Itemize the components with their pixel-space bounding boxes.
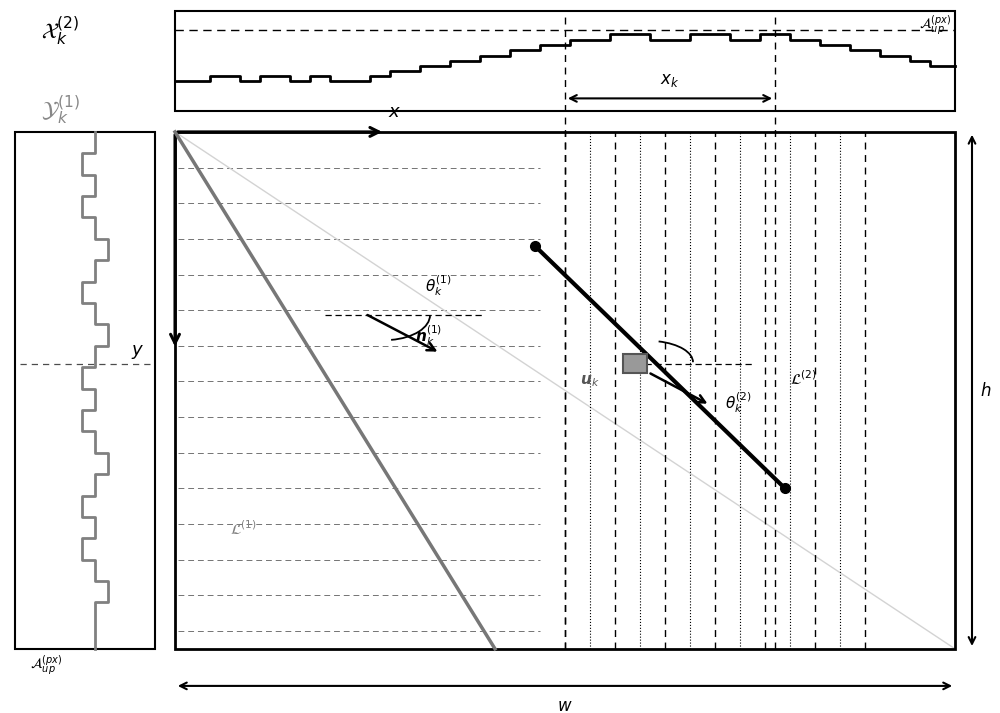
Text: $x_k$: $x_k$ [660, 71, 680, 89]
Text: $\mathcal{A}_{up}^{(px)}$: $\mathcal{A}_{up}^{(px)}$ [919, 13, 952, 37]
Text: $h$: $h$ [980, 381, 991, 400]
Text: $x$: $x$ [388, 103, 402, 121]
Text: $y$: $y$ [131, 342, 144, 361]
Text: $\boldsymbol{u}_k$: $\boldsymbol{u}_k$ [580, 374, 600, 389]
Text: $\mathcal{L}^{(1)}$: $\mathcal{L}^{(1)}$ [230, 519, 257, 536]
Bar [175, 132, 955, 649]
Text: $\theta_k^{(1)}$: $\theta_k^{(1)}$ [425, 273, 452, 297]
Text: $\mathcal{A}_{up}^{(px)}$: $\mathcal{A}_{up}^{(px)}$ [30, 653, 63, 677]
Text: $\boldsymbol{n}_k^{(1)}$: $\boldsymbol{n}_k^{(1)}$ [415, 323, 442, 347]
Bar [623, 354, 647, 373]
Bar [175, 11, 955, 111]
Text: $\theta_k^{(2)}$: $\theta_k^{(2)}$ [725, 391, 752, 415]
Text: $\mathcal{L}^{(2)}$: $\mathcal{L}^{(2)}$ [790, 369, 817, 386]
Text: $\mathcal{X}_k^{(2)}$: $\mathcal{X}_k^{(2)}$ [41, 14, 79, 47]
Bar [15, 132, 155, 649]
Text: $w$: $w$ [557, 697, 573, 713]
Text: $\mathcal{Y}_k^{(1)}$: $\mathcal{Y}_k^{(1)}$ [41, 93, 79, 125]
